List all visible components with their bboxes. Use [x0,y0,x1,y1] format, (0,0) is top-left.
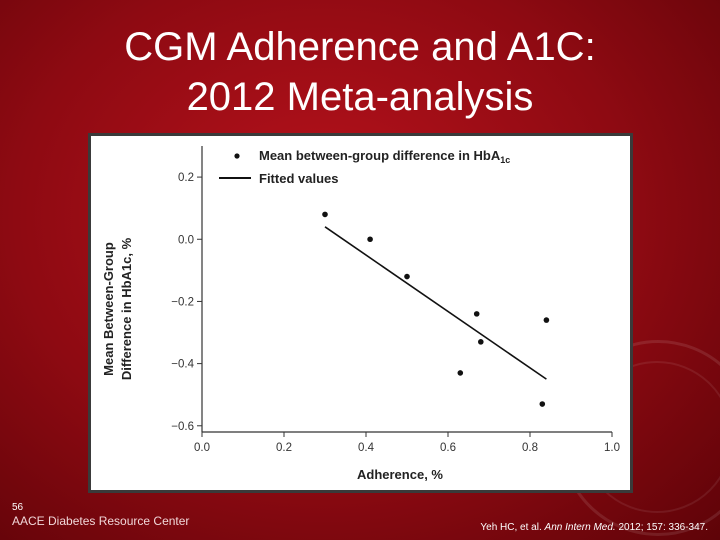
x-tick-label: 0.0 [194,442,210,454]
x-tick-label: 0.6 [440,442,456,454]
x-tick-label: 0.8 [522,442,538,454]
data-point [473,311,480,317]
y-axis-title-line-1: Mean Between-Group [101,242,116,376]
x-tick-label: 1.0 [604,442,620,454]
y-tick-label: −0.4 [171,359,194,371]
y-axis-title-line-2: Difference in HbA1c, % [119,237,134,380]
x-tick-label: 0.4 [358,442,375,454]
legend-points-label: Mean between-group difference in HbA1c [259,148,510,165]
data-point [322,211,328,218]
scatter-chart: Mean between-group difference in HbA1c F… [101,146,620,482]
data-point [539,401,546,407]
footer-logo: AACE Diabetes Resource Center [12,514,190,528]
citation-details: 2012; 157: 336-347. [615,522,708,533]
data-point [543,317,550,323]
y-tick-label: 0.2 [178,172,194,184]
citation: Yeh HC, et al. Ann Intern Med. 2012; 157… [480,522,708,533]
scatter-chart-panel: Mean between-group difference in HbA1c F… [88,133,633,493]
y-tick-label: 0.0 [178,234,194,246]
data-point [404,273,410,280]
citation-journal: Ann Intern Med. [544,522,616,533]
x-axis-title: Adherence, % [357,467,443,482]
data-point [367,236,373,243]
data-point [457,370,464,376]
citation-authors: Yeh HC, et al. [480,522,545,533]
data-point [478,339,484,345]
slide-number: 56 [12,502,24,513]
y-tick-label: −0.2 [171,296,194,308]
legend-line-label: Fitted values [259,171,338,186]
slide-title-line-2: 2012 Meta-analysis [186,75,534,119]
slide-title-line-1: CGM Adherence and A1C: [124,25,596,69]
legend-point-marker [234,153,240,159]
slide-title: CGM Adherence and A1C: 2012 Meta-analysi… [0,22,720,122]
fitted-line [324,226,547,380]
y-tick-label: −0.6 [171,421,194,433]
x-tick-label: 0.2 [276,442,292,454]
